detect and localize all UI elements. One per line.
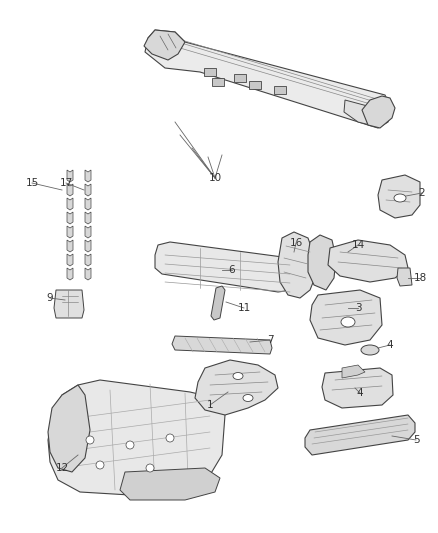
Polygon shape (212, 78, 224, 86)
Polygon shape (85, 254, 91, 266)
Text: 14: 14 (351, 240, 364, 250)
Polygon shape (344, 100, 378, 125)
Ellipse shape (243, 394, 253, 401)
Text: 17: 17 (60, 178, 73, 188)
Circle shape (146, 464, 154, 472)
Polygon shape (249, 81, 261, 89)
Polygon shape (397, 268, 412, 286)
Polygon shape (145, 30, 392, 128)
Ellipse shape (361, 345, 379, 355)
Ellipse shape (394, 194, 406, 202)
Text: 1: 1 (207, 400, 213, 410)
Ellipse shape (341, 317, 355, 327)
Polygon shape (67, 226, 73, 238)
Polygon shape (54, 290, 84, 318)
Polygon shape (308, 235, 336, 290)
Polygon shape (305, 415, 415, 455)
Polygon shape (211, 286, 225, 320)
Ellipse shape (233, 373, 243, 379)
Polygon shape (48, 385, 90, 472)
Polygon shape (322, 368, 393, 408)
Polygon shape (67, 240, 73, 252)
Polygon shape (85, 170, 91, 182)
Polygon shape (85, 198, 91, 210)
Text: 10: 10 (208, 173, 222, 183)
Polygon shape (85, 184, 91, 196)
Text: 11: 11 (237, 303, 251, 313)
Circle shape (86, 436, 94, 444)
Polygon shape (204, 68, 216, 76)
Polygon shape (120, 468, 220, 500)
Polygon shape (85, 268, 91, 280)
Text: 16: 16 (290, 238, 303, 248)
Polygon shape (67, 254, 73, 266)
Polygon shape (67, 212, 73, 224)
Text: 5: 5 (413, 435, 419, 445)
Polygon shape (310, 290, 382, 345)
Polygon shape (328, 240, 408, 282)
Polygon shape (155, 242, 298, 292)
Text: 18: 18 (413, 273, 427, 283)
Polygon shape (362, 96, 395, 128)
Polygon shape (274, 86, 286, 94)
Text: 15: 15 (25, 178, 39, 188)
Polygon shape (85, 212, 91, 224)
Polygon shape (172, 336, 272, 354)
Polygon shape (67, 170, 73, 182)
Text: 6: 6 (229, 265, 235, 275)
Circle shape (166, 434, 174, 442)
Polygon shape (195, 360, 278, 415)
Text: 2: 2 (419, 188, 425, 198)
Polygon shape (48, 380, 225, 495)
Polygon shape (278, 232, 316, 298)
Text: 4: 4 (387, 340, 393, 350)
Polygon shape (67, 184, 73, 196)
Polygon shape (378, 175, 420, 218)
Polygon shape (342, 365, 365, 378)
Polygon shape (67, 198, 73, 210)
Text: 7: 7 (267, 335, 273, 345)
Text: 3: 3 (355, 303, 361, 313)
Polygon shape (85, 226, 91, 238)
Text: 9: 9 (47, 293, 53, 303)
Polygon shape (67, 268, 73, 280)
Circle shape (96, 461, 104, 469)
Text: 4: 4 (357, 388, 363, 398)
Polygon shape (85, 240, 91, 252)
Polygon shape (144, 30, 185, 60)
Circle shape (126, 441, 134, 449)
Text: 12: 12 (55, 463, 69, 473)
Polygon shape (234, 74, 246, 82)
